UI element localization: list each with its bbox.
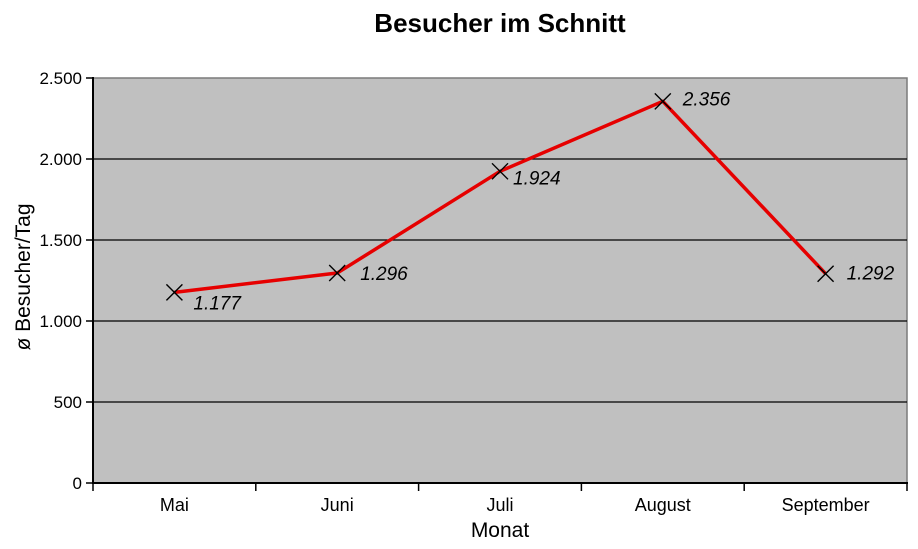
y-axis-title: ø Besucher/Tag <box>12 203 35 351</box>
category-label: Mai <box>160 495 189 515</box>
data-point-marker-x <box>165 283 183 301</box>
category-label: August <box>635 495 691 515</box>
y-tick-label: 1.500 <box>39 231 82 250</box>
y-tick-label: 1.000 <box>39 312 82 331</box>
category-label: Juni <box>321 495 354 515</box>
data-point-marker-x <box>817 265 835 283</box>
chart-title: Besucher im Schnitt <box>374 8 626 38</box>
data-point-marker-x <box>491 162 509 180</box>
category-label: Juli <box>486 495 513 515</box>
data-point-marker-x <box>654 92 672 110</box>
category-label: September <box>782 495 870 515</box>
y-tick-label: 0 <box>73 474 82 493</box>
data-point-label: 2.356 <box>682 89 731 110</box>
data-point-label: 1.177 <box>193 293 242 314</box>
y-tick-label: 2.500 <box>39 69 82 88</box>
data-point-marker-x <box>328 264 346 282</box>
y-tick-label: 500 <box>54 393 82 412</box>
plot-area <box>92 77 908 484</box>
y-tick-label: 2.000 <box>39 150 82 169</box>
data-point-label: 1.292 <box>847 264 895 285</box>
x-axis-title: Monat <box>470 519 530 542</box>
data-point-label: 1.296 <box>360 264 408 285</box>
data-point-label: 1.924 <box>513 168 561 189</box>
